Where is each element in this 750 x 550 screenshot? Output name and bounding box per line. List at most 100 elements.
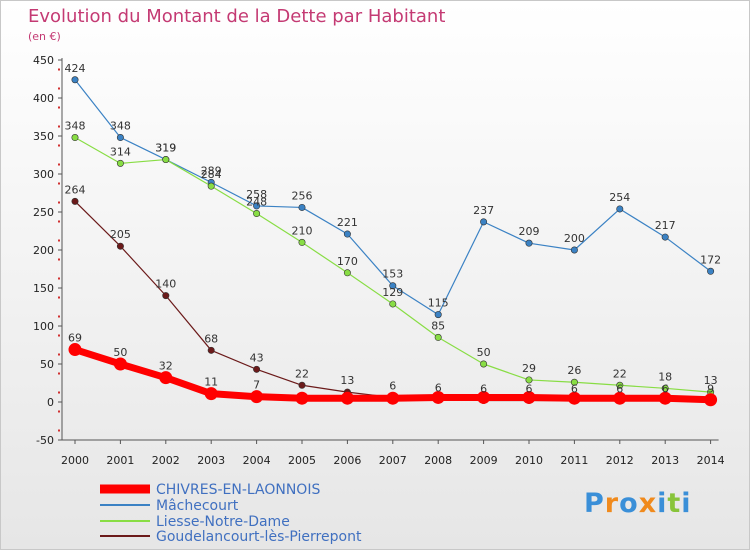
data-point — [343, 269, 351, 277]
data-point — [707, 267, 715, 275]
data-label: 153 — [382, 268, 403, 281]
data-point — [340, 391, 354, 405]
y-tick-label: 300 — [33, 168, 54, 181]
legend-label: Liesse-Notre-Dame — [156, 514, 290, 530]
data-label: 319 — [155, 142, 176, 155]
data-label: 284 — [201, 168, 222, 181]
data-point — [480, 360, 488, 368]
data-label: 209 — [519, 225, 540, 238]
data-point — [162, 292, 170, 300]
data-label: 170 — [337, 255, 358, 268]
data-label: 22 — [613, 367, 627, 380]
data-point — [113, 357, 127, 371]
data-point — [116, 242, 124, 250]
x-tick-label: 2014 — [697, 454, 725, 467]
y-tick-label: 350 — [33, 130, 54, 143]
x-tick-label: 2001 — [106, 454, 134, 467]
y-minor-tick — [58, 125, 60, 128]
data-label: 43 — [250, 351, 264, 364]
data-point — [616, 205, 624, 213]
series-line-2 — [74, 136, 712, 393]
x-tick-label: 2007 — [379, 454, 407, 467]
logo-letter: o — [619, 488, 639, 519]
data-point — [389, 300, 397, 308]
x-tick-label: 2000 — [61, 454, 89, 467]
data-label: 29 — [522, 362, 536, 375]
data-point — [386, 391, 400, 405]
data-point — [613, 391, 627, 405]
y-tick-label: 100 — [33, 320, 54, 333]
y-minor-tick — [58, 410, 60, 413]
y-tick-label: 50 — [40, 358, 54, 371]
data-point — [661, 384, 669, 392]
data-point — [522, 390, 536, 404]
y-minor-tick — [58, 296, 60, 299]
x-tick-label: 2010 — [515, 454, 543, 467]
data-point — [162, 156, 170, 164]
x-tick-label: 2011 — [560, 454, 588, 467]
x-tick-label: 2002 — [152, 454, 180, 467]
data-label: 424 — [65, 62, 86, 75]
data-label: 11 — [204, 376, 218, 389]
data-label: 13 — [340, 374, 354, 387]
legend-label: CHIVRES-EN-LAONNOIS — [156, 482, 320, 498]
logo-letter: P — [584, 488, 605, 519]
data-point — [71, 76, 79, 84]
legend-label: Mâchecourt — [156, 498, 239, 514]
x-tick-label: 2003 — [197, 454, 225, 467]
data-label: 221 — [337, 216, 358, 229]
data-label: 217 — [655, 219, 676, 232]
data-point — [204, 387, 218, 401]
data-label: 50 — [113, 346, 127, 359]
x-tick-label: 2009 — [470, 454, 498, 467]
data-point — [704, 393, 718, 407]
data-point — [116, 134, 124, 142]
data-point — [253, 202, 261, 210]
data-label: 6 — [662, 382, 669, 395]
y-minor-tick — [58, 220, 60, 223]
data-point — [567, 391, 581, 405]
legend-label: Goudelancourt-lès-Pierrepont — [156, 529, 362, 545]
y-minor-tick — [58, 334, 60, 337]
y-minor-tick — [58, 353, 60, 356]
data-point — [525, 376, 533, 384]
data-label: 6 — [389, 379, 396, 392]
y-minor-tick — [58, 277, 60, 280]
data-point — [298, 238, 306, 246]
y-minor-tick — [58, 68, 60, 71]
data-point — [658, 391, 672, 405]
data-label: 68 — [204, 332, 218, 345]
data-point — [207, 182, 215, 190]
data-point — [298, 203, 306, 211]
data-point — [389, 282, 397, 290]
data-point — [434, 333, 442, 341]
data-label: 7 — [253, 379, 260, 392]
data-label: 85 — [431, 319, 445, 332]
data-label: 348 — [65, 120, 86, 133]
data-label: 237 — [473, 204, 494, 217]
data-label: 6 — [435, 382, 442, 395]
data-point — [295, 391, 309, 405]
data-label: 256 — [292, 189, 313, 202]
data-point — [477, 390, 491, 404]
data-label: 115 — [428, 297, 449, 310]
data-label: 6 — [526, 382, 533, 395]
data-label: 9 — [707, 382, 714, 395]
data-label: 6 — [480, 382, 487, 395]
data-point — [431, 390, 445, 404]
y-minor-tick — [58, 258, 60, 261]
logo-letter: x — [638, 488, 658, 519]
data-point — [207, 346, 215, 354]
x-tick-label: 2006 — [333, 454, 361, 467]
data-label: 172 — [700, 253, 721, 266]
data-point — [253, 210, 261, 218]
data-point — [525, 239, 533, 247]
data-label: 22 — [295, 367, 309, 380]
data-point — [253, 365, 261, 373]
x-tick-label: 2012 — [606, 454, 634, 467]
data-label: 129 — [382, 286, 403, 299]
y-minor-tick — [58, 144, 60, 147]
data-point — [570, 378, 578, 386]
